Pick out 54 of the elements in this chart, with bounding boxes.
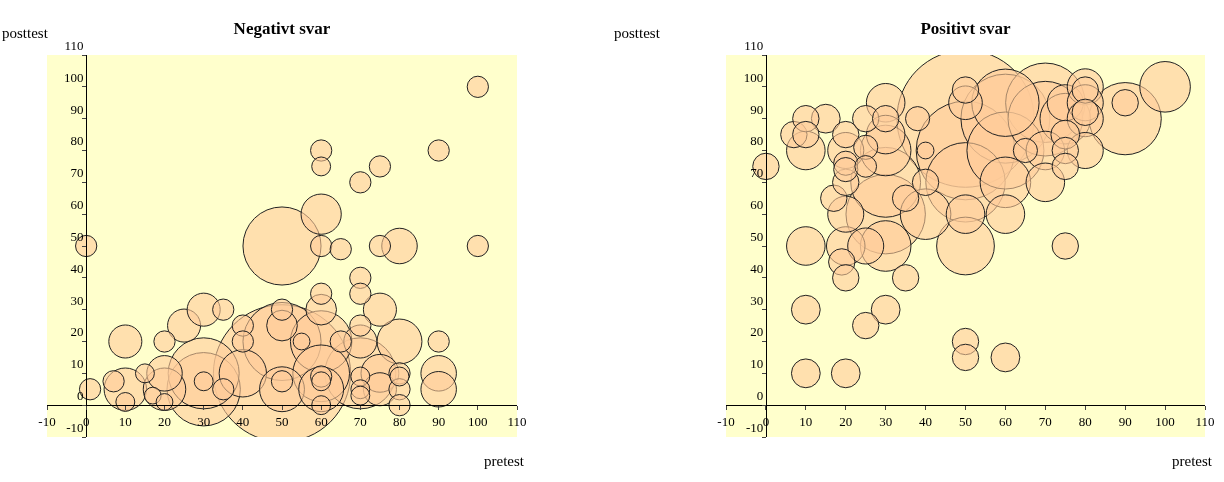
x-tick-label: 80 bbox=[1078, 413, 1092, 429]
x-tick-label: 90 bbox=[432, 413, 446, 429]
y-tick-label: 70 bbox=[70, 165, 84, 181]
y-tick-label: 30 bbox=[750, 292, 764, 308]
y-tick-label: 110 bbox=[64, 37, 84, 53]
y-tick-label: 90 bbox=[70, 101, 84, 117]
x-tick-label: 30 bbox=[879, 413, 893, 429]
y-tick-label: 30 bbox=[70, 292, 84, 308]
x-tick-label: 90 bbox=[1118, 413, 1132, 429]
x-tick-label: 80 bbox=[393, 413, 406, 429]
y-tick-label: 0 bbox=[77, 388, 84, 404]
x-tick-label: 40 bbox=[919, 413, 933, 429]
y-tick-label: 40 bbox=[750, 260, 764, 276]
x-tick-label: 20 bbox=[839, 413, 853, 429]
y-tick-label: 50 bbox=[750, 228, 764, 244]
y-tick-label: 70 bbox=[750, 165, 764, 181]
x-tick-label: -10 bbox=[717, 413, 735, 429]
y-tick-label: 60 bbox=[70, 197, 84, 213]
y-tick-label: 0 bbox=[756, 388, 764, 404]
x-tick-label: 60 bbox=[314, 413, 328, 429]
y-tick-label: 10 bbox=[70, 356, 84, 372]
x-tick-label: 20 bbox=[158, 413, 171, 429]
x-tick-label: 10 bbox=[118, 413, 132, 429]
y-tick-label: 110 bbox=[744, 37, 764, 53]
chart-title: Negativt svar bbox=[233, 18, 331, 38]
x-tick-label: 40 bbox=[236, 413, 250, 429]
y-axis-title: posttest bbox=[614, 25, 661, 41]
y-tick-label: 80 bbox=[70, 133, 84, 149]
y-axis-title: posttest bbox=[2, 25, 49, 41]
x-tick-label: 70 bbox=[1038, 413, 1052, 429]
y-tick-label: 90 bbox=[750, 101, 764, 117]
x-tick-label: 50 bbox=[275, 413, 289, 429]
y-tick-label: 40 bbox=[70, 260, 84, 276]
x-tick-label: 100 bbox=[468, 413, 488, 429]
x-tick-label: 100 bbox=[1155, 413, 1175, 429]
x-tick-label: 70 bbox=[353, 413, 367, 429]
y-tick-label: 20 bbox=[70, 324, 84, 340]
x-tick-label: 50 bbox=[959, 413, 972, 429]
x-tick-label: -10 bbox=[38, 413, 56, 429]
x-tick-label: 110 bbox=[507, 413, 527, 429]
y-tick-label: 100 bbox=[64, 69, 84, 85]
x-axis-title: pretest bbox=[1172, 453, 1213, 469]
x-tick-label: 110 bbox=[1195, 413, 1215, 429]
y-tick-label: 80 bbox=[750, 133, 764, 149]
y-tick-label: 20 bbox=[750, 324, 764, 340]
x-axis-title: pretest bbox=[484, 453, 525, 469]
y-tick-label: 60 bbox=[750, 197, 764, 213]
y-tick-label: 100 bbox=[743, 69, 764, 85]
x-tick-label: 30 bbox=[197, 413, 211, 429]
chart-title: Positivt svar bbox=[920, 18, 1012, 38]
y-tick-label: 50 bbox=[70, 228, 84, 244]
y-tick-label: 10 bbox=[750, 356, 764, 372]
x-tick-label: 10 bbox=[799, 413, 813, 429]
x-tick-label: 60 bbox=[998, 413, 1012, 429]
